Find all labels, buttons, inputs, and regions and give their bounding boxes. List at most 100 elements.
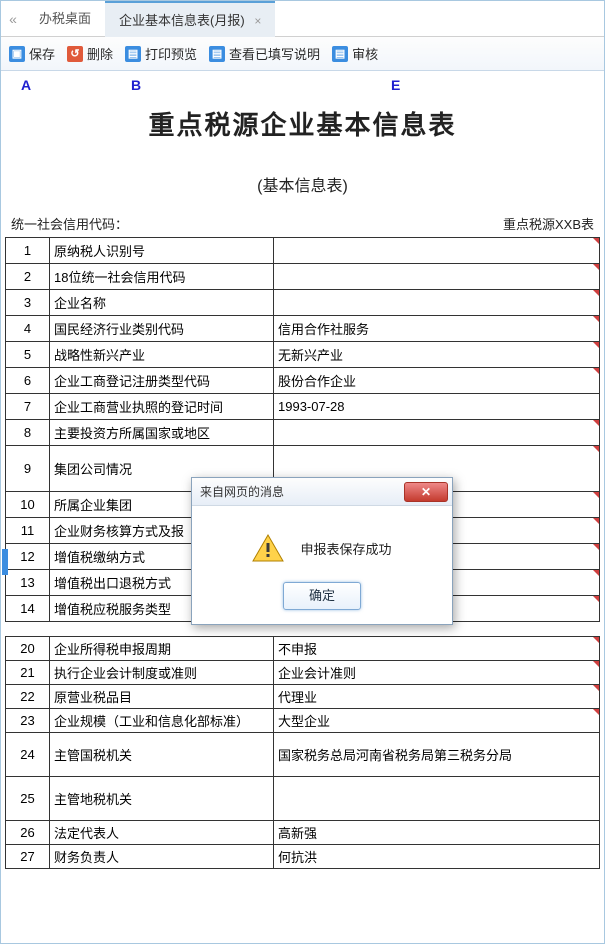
tab-enterprise-info[interactable]: 企业基本信息表(月报) ×: [105, 1, 275, 37]
dialog-ok-button[interactable]: 确定: [283, 582, 361, 610]
row-label: 企业工商登记注册类型代码: [50, 368, 274, 394]
row-number: 8: [6, 420, 50, 446]
row-value-cell[interactable]: [274, 238, 600, 264]
review-icon: ▤: [332, 46, 348, 62]
dropdown-indicator-icon: [593, 518, 599, 524]
dropdown-indicator-icon: [593, 238, 599, 244]
row-number: 3: [6, 290, 50, 316]
table-row: 25主管地税机关: [6, 777, 600, 821]
info-table-2: 20企业所得税申报周期不申报21执行企业会计制度或准则企业会计准则22原营业税品…: [5, 636, 600, 869]
tab-label: 办税桌面: [39, 11, 91, 26]
row-label: 主管地税机关: [50, 777, 274, 821]
dialog-message: 申报表保存成功: [300, 539, 391, 558]
row-value-cell[interactable]: [274, 777, 600, 821]
save-icon: ▣: [9, 46, 25, 62]
row-value-cell[interactable]: 股份合作企业: [274, 368, 600, 394]
row-value-cell[interactable]: [274, 290, 600, 316]
row-value-cell[interactable]: [274, 420, 600, 446]
row-value-cell[interactable]: 企业会计准则: [274, 661, 600, 685]
uscc-label: 统一社会信用代码：: [11, 214, 128, 233]
dropdown-indicator-icon: [593, 492, 599, 498]
row-number: 22: [6, 685, 50, 709]
dropdown-indicator-icon: [593, 544, 599, 550]
row-value-cell[interactable]: 高新强: [274, 821, 600, 845]
row-number: 11: [6, 518, 50, 544]
table-row: 4国民经济行业类别代码信用合作社服务: [6, 316, 600, 342]
row-number: 1: [6, 238, 50, 264]
view-instructions-button[interactable]: ▤ 查看已填写说明: [209, 44, 320, 63]
tab-label: 企业基本信息表(月报): [119, 13, 245, 28]
row-number: 12: [6, 544, 50, 570]
message-dialog: 来自网页的消息 ✕ 申报表保存成功 确定: [191, 477, 453, 625]
row-value-cell[interactable]: 1993-07-28: [274, 394, 600, 420]
table-row: 218位统一社会信用代码: [6, 264, 600, 290]
delete-icon: ↺: [67, 46, 83, 62]
dropdown-indicator-icon: [593, 637, 599, 643]
row-number: 14: [6, 596, 50, 622]
table-row: 23企业规模（工业和信息化部标准）大型企业: [6, 709, 600, 733]
row-label: 企业所得税申报周期: [50, 637, 274, 661]
table-row: 6企业工商登记注册类型代码股份合作企业: [6, 368, 600, 394]
save-button[interactable]: ▣ 保存: [9, 44, 55, 63]
row-number: 10: [6, 492, 50, 518]
dialog-titlebar[interactable]: 来自网页的消息 ✕: [192, 478, 452, 506]
dropdown-indicator-icon: [593, 596, 599, 602]
row-value-cell[interactable]: 国家税务总局河南省税务局第三税务分局: [274, 733, 600, 777]
row-label: 主要投资方所属国家或地区: [50, 420, 274, 446]
mark-a: A: [21, 77, 131, 93]
row-value-cell[interactable]: 代理业: [274, 685, 600, 709]
row-label: 企业名称: [50, 290, 274, 316]
tabs-collapse-icon[interactable]: «: [1, 11, 25, 27]
table-row: 8主要投资方所属国家或地区: [6, 420, 600, 446]
review-button[interactable]: ▤ 审核: [332, 44, 378, 63]
dropdown-indicator-icon: [593, 316, 599, 322]
form-code: 重点税源XXB表: [503, 214, 594, 233]
toolbar: ▣ 保存 ↺ 删除 ▤ 打印预览 ▤ 查看已填写说明 ▤ 审核: [1, 37, 604, 71]
dropdown-indicator-icon: [593, 661, 599, 667]
row-label: 18位统一社会信用代码: [50, 264, 274, 290]
row-value-cell[interactable]: 大型企业: [274, 709, 600, 733]
review-label: 审核: [352, 44, 378, 63]
dropdown-indicator-icon: [593, 368, 599, 374]
row-value-cell[interactable]: 何抗洪: [274, 845, 600, 869]
row-label: 原营业税品目: [50, 685, 274, 709]
print-label: 打印预览: [145, 44, 197, 63]
close-icon: ✕: [421, 485, 431, 499]
table-row: 22原营业税品目代理业: [6, 685, 600, 709]
dropdown-indicator-icon: [593, 709, 599, 715]
dropdown-indicator-icon: [593, 570, 599, 576]
row-number: 23: [6, 709, 50, 733]
tab-desktop[interactable]: 办税桌面: [25, 1, 105, 37]
dialog-close-button[interactable]: ✕: [404, 482, 448, 502]
dropdown-indicator-icon: [593, 446, 599, 452]
save-label: 保存: [29, 44, 55, 63]
row-value-cell[interactable]: 信用合作社服务: [274, 316, 600, 342]
print-icon: ▤: [125, 46, 141, 62]
row-number: 20: [6, 637, 50, 661]
row-number: 6: [6, 368, 50, 394]
row-label: 企业工商营业执照的登记时间: [50, 394, 274, 420]
table-row: 5战略性新兴产业无新兴产业: [6, 342, 600, 368]
table-row: 1原纳税人识别号: [6, 238, 600, 264]
page-subtitle: (基本信息表): [5, 172, 600, 196]
print-preview-button[interactable]: ▤ 打印预览: [125, 44, 197, 63]
close-icon[interactable]: ×: [254, 14, 261, 28]
row-value-cell[interactable]: [274, 264, 600, 290]
row-number: 5: [6, 342, 50, 368]
table-row: 24主管国税机关国家税务总局河南省税务局第三税务分局: [6, 733, 600, 777]
row-value-cell[interactable]: 不申报: [274, 637, 600, 661]
dropdown-indicator-icon: [593, 264, 599, 270]
mark-e: E: [391, 77, 584, 93]
row-number: 24: [6, 733, 50, 777]
row-label: 企业规模（工业和信息化部标准）: [50, 709, 274, 733]
table-row: 21执行企业会计制度或准则企业会计准则: [6, 661, 600, 685]
row-value-cell[interactable]: 无新兴产业: [274, 342, 600, 368]
row-selector-indicator: [2, 549, 8, 575]
dropdown-indicator-icon: [593, 342, 599, 348]
delete-label: 删除: [87, 44, 113, 63]
row-label: 法定代表人: [50, 821, 274, 845]
row-label: 国民经济行业类别代码: [50, 316, 274, 342]
delete-button[interactable]: ↺ 删除: [67, 44, 113, 63]
row-label: 执行企业会计制度或准则: [50, 661, 274, 685]
row-number: 26: [6, 821, 50, 845]
